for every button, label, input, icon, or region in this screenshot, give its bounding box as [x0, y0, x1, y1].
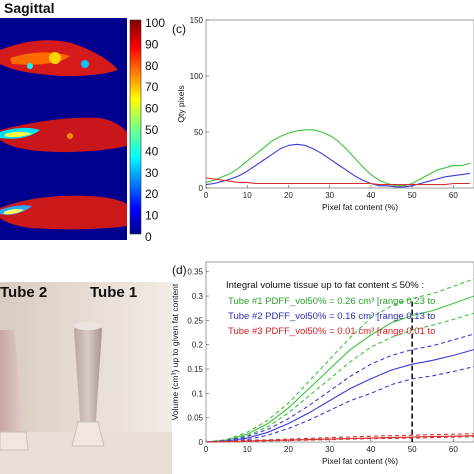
x-tick-label: 10 [243, 445, 252, 454]
y-tick-label: 0.05 [187, 414, 203, 423]
y-tick-label: 100 [190, 72, 204, 81]
tube-photo [0, 282, 172, 474]
heatmap-slice-middle [0, 117, 127, 153]
legend-entry: Tube #3 PDFF_vol50% = 0.01 cm³ [range 0.… [228, 326, 435, 337]
tube-2-base [0, 431, 29, 451]
plot-frame [205, 19, 474, 189]
heatmap-slice-bottom [0, 195, 127, 230]
x-axis-label: Pixel fat content (%) [322, 456, 398, 466]
y-axis-label: Volume (cm³) up to given fat content [170, 283, 180, 420]
y-tick-label: 0.2 [192, 341, 204, 350]
series-line [205, 312, 474, 443]
cumulative-volume-chart-d: 0 10 20 30 40 50 60 0 0.05 0.1 0.15 0.2 0.25 0.3 0.35 P… [170, 261, 474, 466]
series-line [205, 436, 474, 443]
y-tick-label: 0.1 [192, 389, 204, 398]
heatmap-slice-top [0, 40, 118, 77]
series-line [205, 349, 474, 443]
tube-2-label: Tube 2 [0, 284, 48, 301]
x-tick-label: 30 [325, 445, 334, 454]
panel-label: (c) [172, 22, 186, 36]
colorbar-tick-label: 90 [145, 37, 159, 51]
x-tick-label: 60 [449, 191, 458, 200]
series-line [205, 177, 470, 186]
legend-entry: Tube #2 PDFF_vol50% = 0.16 cm³ [range 0.… [228, 311, 435, 322]
x-tick-label: 0 [204, 191, 209, 200]
series-line [205, 295, 474, 443]
y-tick-label: 0 [199, 184, 204, 193]
heatmap-title: Sagittal [4, 0, 55, 16]
colorbar [129, 19, 142, 235]
tube-1-cap [74, 322, 102, 330]
colorbar-tick-label: 10 [145, 209, 159, 223]
colorbar-tick-label: 80 [145, 59, 159, 73]
histogram-chart-c: 0 10 20 30 40 50 60 0 50 100 150 Pixel fat content … [172, 16, 474, 212]
y-tick-label: 0.15 [187, 365, 203, 374]
y-tick-label: 0.3 [192, 292, 204, 301]
y-tick-label: 0.25 [187, 316, 203, 325]
series-line [205, 143, 470, 188]
y-tick-label: 0.35 [187, 268, 203, 277]
colorbar-tick-label: 60 [145, 102, 159, 116]
y-tick-label: 150 [190, 16, 204, 25]
colorbar-tick-label: 0 [145, 230, 152, 244]
x-tick-label: 40 [366, 191, 375, 200]
y-axis-label: Qty pixels [176, 85, 186, 122]
tube-1-base [71, 421, 105, 447]
x-tick-label: 10 [243, 191, 252, 200]
legend-entry: Tube #1 PDFF_vol50% = 0.26 cm³ [range 0.… [228, 296, 435, 307]
series-line [205, 129, 471, 187]
colorbar-tick-label: 40 [145, 144, 159, 158]
colorbar-tick-label: 70 [145, 80, 159, 94]
colorbar-tick-label: 100 [145, 18, 165, 30]
colorbar-tick-label: 30 [145, 166, 159, 180]
series-line [205, 333, 474, 443]
series-line [205, 433, 474, 443]
y-tick-label: 0 [199, 438, 204, 447]
x-axis-label: Pixel fat content (%) [322, 202, 398, 212]
tube-2-photo [0, 330, 22, 440]
panel-label: (d) [172, 263, 187, 277]
x-tick-label: 50 [408, 445, 417, 454]
x-tick-label: 60 [449, 445, 458, 454]
x-tick-label: 50 [408, 191, 417, 200]
series-line [205, 366, 474, 443]
legend-title: Integral volume tissue up to fat content… [226, 280, 424, 291]
x-tick-label: 40 [366, 445, 375, 454]
series-line [205, 278, 474, 443]
x-tick-label: 20 [284, 191, 293, 200]
colorbar-tick-label: 50 [145, 123, 159, 137]
y-tick-label: 50 [194, 128, 203, 137]
x-tick-label: 20 [284, 445, 293, 454]
tube-1-photo [74, 324, 102, 429]
plot-frame [205, 261, 474, 443]
colorbar-tick-label: 20 [145, 187, 159, 201]
x-tick-label: 30 [325, 191, 334, 200]
tube-1-label: Tube 1 [90, 284, 138, 301]
x-tick-label: 0 [204, 445, 209, 454]
